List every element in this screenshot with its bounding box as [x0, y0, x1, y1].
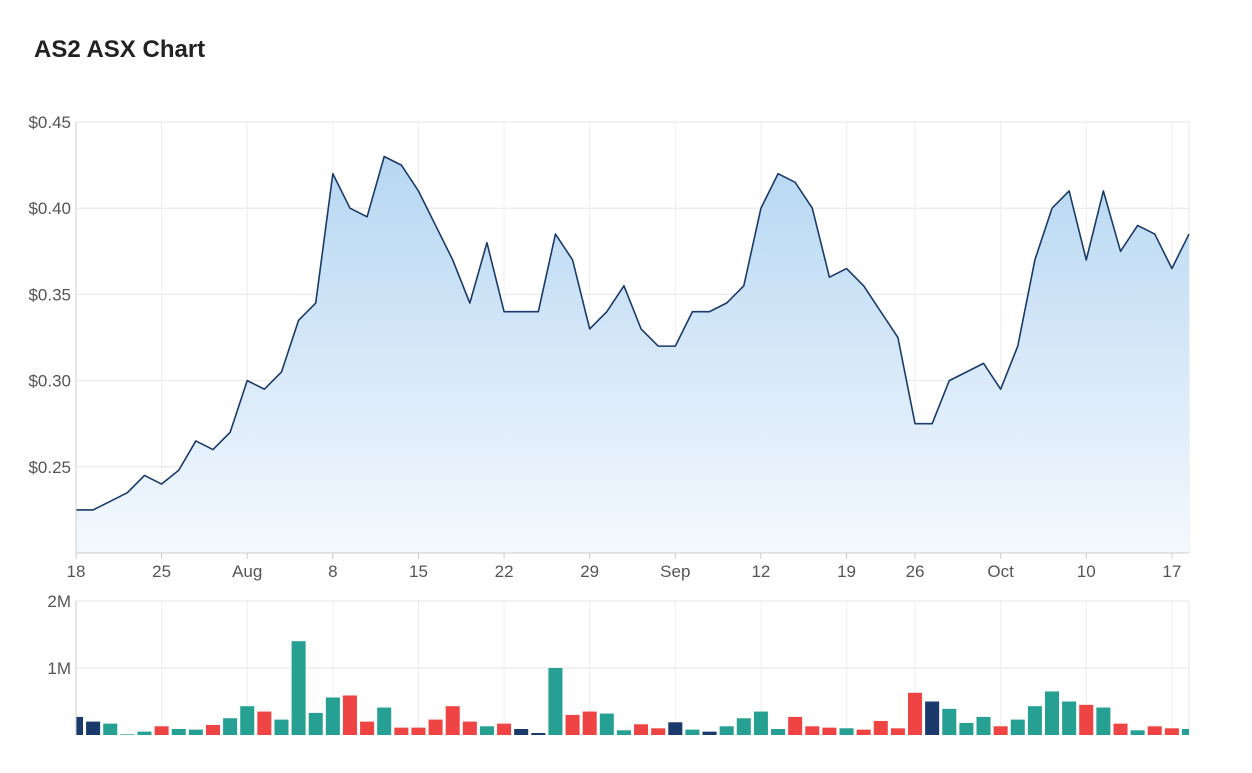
price-y-tick-label: $0.25	[28, 458, 71, 477]
volume-bar	[788, 716, 803, 735]
volume-bars	[76, 641, 1189, 735]
volume-bar	[223, 718, 238, 735]
volume-bar	[685, 729, 700, 735]
volume-bar	[839, 728, 854, 735]
volume-bar	[308, 712, 323, 735]
volume-bar	[873, 720, 888, 735]
volume-bar	[1147, 726, 1162, 735]
price-area-fill	[76, 156, 1189, 554]
volume-bar	[1130, 730, 1145, 735]
volume-bar	[634, 724, 649, 735]
volume-bar	[1010, 719, 1025, 735]
volume-bar	[1096, 707, 1111, 735]
volume-bar	[1164, 728, 1179, 735]
volume-bar	[394, 727, 409, 735]
volume-bar	[257, 711, 272, 735]
price-x-tick-label: Sep	[660, 562, 690, 581]
volume-bar	[462, 721, 477, 735]
volume-bar	[599, 713, 614, 735]
volume-bar	[736, 718, 751, 735]
volume-bar	[548, 668, 563, 735]
volume-bar	[291, 641, 306, 735]
volume-bar	[805, 726, 820, 735]
price-x-tick-label: 22	[495, 562, 514, 581]
volume-bar	[719, 726, 734, 735]
volume-bar	[103, 723, 118, 735]
volume-bar	[856, 729, 871, 735]
volume-bar	[822, 727, 837, 735]
price-x-tick-label: 29	[580, 562, 599, 581]
volume-bar	[479, 726, 494, 735]
volume-bar	[890, 728, 905, 735]
volume-bar	[925, 701, 940, 735]
price-x-tick-label: 19	[837, 562, 856, 581]
price-x-tick-label: Aug	[232, 562, 262, 581]
volume-bar	[274, 719, 289, 735]
volume-bar	[1113, 723, 1128, 735]
price-y-tick-label: $0.40	[28, 199, 71, 218]
volume-bar	[959, 722, 974, 735]
volume-bar	[240, 706, 255, 735]
volume-bar	[976, 716, 991, 735]
volume-bar	[360, 721, 375, 735]
volume-bar	[1181, 728, 1189, 735]
volume-bar	[993, 726, 1008, 735]
volume-bar	[531, 732, 546, 735]
price-x-tick-label: Oct	[987, 562, 1014, 581]
volume-y-tick-label: 1M	[47, 659, 71, 678]
volume-bar	[668, 722, 683, 735]
price-axes: $0.45 $0.40 $0.35 $0.30 $0.25 18 25 Aug 8 15 22 29 S…	[28, 113, 1189, 581]
volume-bar	[651, 728, 666, 735]
volume-y-tick-label: 2M	[47, 592, 71, 611]
volume-bar	[76, 716, 84, 735]
price-x-tick-label: 15	[409, 562, 428, 581]
volume-bar	[205, 724, 220, 735]
volume-bar	[1027, 706, 1042, 735]
price-series-line	[76, 155, 1190, 511]
price-x-tick-label: 8	[328, 562, 337, 581]
volume-bar	[188, 729, 203, 735]
price-x-tick-label: 10	[1077, 562, 1096, 581]
volume-bar	[411, 727, 426, 735]
volume-bar	[702, 731, 717, 735]
volume-axes: 2M 1M	[47, 592, 77, 735]
volume-bar	[1062, 701, 1077, 735]
price-y-tick-label: $0.35	[28, 285, 71, 304]
volume-bar	[582, 711, 597, 735]
volume-bar	[377, 707, 392, 735]
price-y-tick-label: $0.30	[28, 372, 71, 391]
volume-bar	[342, 695, 357, 735]
price-x-tick-label: 26	[906, 562, 925, 581]
price-area	[76, 155, 1190, 554]
price-x-tick-label: 25	[152, 562, 171, 581]
price-x-tick-label: 18	[67, 562, 86, 581]
volume-bar	[771, 728, 786, 735]
volume-bar	[325, 697, 340, 735]
volume-bar	[137, 731, 152, 735]
volume-bar	[908, 692, 923, 735]
volume-bar	[753, 711, 768, 735]
price-x-tick-label: 17	[1162, 562, 1181, 581]
volume-bar	[565, 714, 580, 735]
volume-bar	[445, 706, 460, 735]
price-x-tick-label: 12	[751, 562, 770, 581]
volume-bar	[497, 723, 512, 735]
chart-title: AS2 ASX Chart	[34, 36, 206, 63]
volume-bar	[942, 708, 957, 735]
volume-bar	[514, 728, 529, 735]
volume-bar	[154, 726, 169, 735]
volume-bar	[120, 734, 135, 735]
volume-bar	[1079, 704, 1094, 735]
volume-bar	[616, 730, 631, 735]
volume-bar	[86, 721, 101, 735]
volume-bar	[1044, 691, 1060, 735]
volume-bar	[428, 719, 443, 735]
price-y-tick-label: $0.45	[28, 113, 71, 132]
volume-bar	[171, 728, 186, 735]
